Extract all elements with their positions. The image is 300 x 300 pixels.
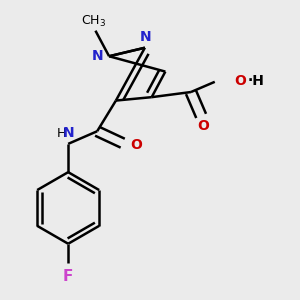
Text: O: O (130, 138, 142, 152)
Text: N: N (140, 30, 152, 44)
Text: N: N (91, 49, 103, 63)
Text: CH$_3$: CH$_3$ (81, 14, 106, 29)
Text: H: H (57, 127, 67, 140)
Text: ·H: ·H (247, 74, 264, 88)
Text: O: O (197, 119, 209, 133)
Text: N: N (62, 126, 74, 140)
Text: O: O (235, 74, 246, 88)
Text: F: F (63, 268, 74, 284)
